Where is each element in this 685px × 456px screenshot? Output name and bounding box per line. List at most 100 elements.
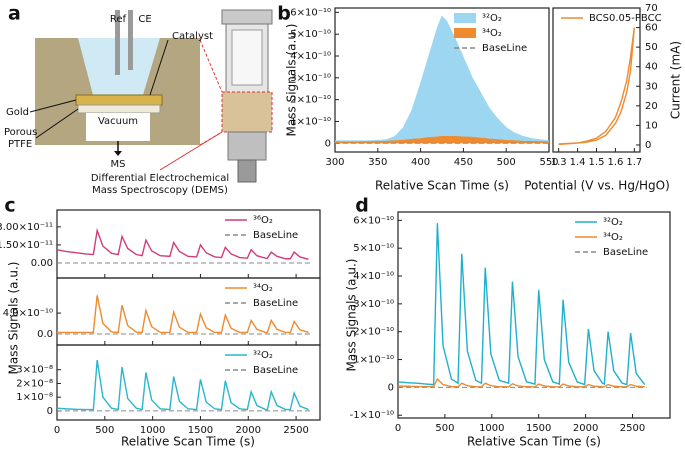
- legend-swatch: [454, 28, 476, 38]
- ref-electrode: [115, 10, 120, 75]
- plot-frame: [56, 209, 321, 279]
- legend-label: BaseLine: [253, 230, 298, 241]
- y-tick-label: 1.50×10⁻¹¹: [0, 240, 53, 251]
- plot-frame: [334, 7, 550, 153]
- x-axis-label: Potential (V vs. Hg/HgO): [524, 179, 670, 193]
- y-tick-label: 0.0: [37, 329, 53, 340]
- caption: Differential Electrochemical: [91, 173, 229, 184]
- instrument: [221, 9, 273, 25]
- y-tick-label: 1×10⁻¹⁰: [353, 355, 394, 366]
- y-axis-label: Mass Signals (a.u.): [7, 262, 21, 375]
- legend-label: BaseLine: [603, 247, 648, 258]
- y-tick-label: 3×10⁻¹⁰: [353, 299, 394, 310]
- x-tick-label: 1.7: [626, 157, 642, 168]
- panel-letter: b: [277, 3, 291, 25]
- y-tick-label: 0.00: [31, 258, 53, 269]
- y-tick-label: -1×10⁻¹⁰: [350, 410, 394, 421]
- y-tick-label: 0: [645, 140, 651, 151]
- x-axis-label: Relative Scan Time (s): [121, 435, 255, 449]
- y-tick-label: 4×10⁻¹⁰: [353, 271, 394, 282]
- plot-frame: [56, 277, 321, 346]
- legend-label: ³⁴O₂: [603, 232, 623, 243]
- series-line: [57, 295, 309, 334]
- legend-label: ³²O₂: [253, 350, 273, 361]
- x-tick-label: 1.4: [570, 157, 586, 168]
- label: MS: [111, 159, 126, 170]
- y-tick-label: 0: [325, 138, 331, 149]
- y-axis-label: Mass Signals (a.u.): [345, 259, 359, 372]
- instrument: [231, 29, 263, 86]
- y-tick-label: 4.0×10⁻¹⁰: [3, 308, 53, 319]
- x-tick-label: 500: [95, 425, 114, 436]
- series-line: [397, 377, 645, 388]
- caption: Mass Spectroscopy (DEMS): [92, 185, 228, 196]
- y-tick-label: 6×10⁻¹⁰: [353, 215, 394, 226]
- x-tick-label: 550: [539, 157, 558, 168]
- y-tick-label: 2×10⁻¹⁰: [290, 95, 331, 106]
- instrument: [227, 131, 267, 161]
- label: Porous: [4, 127, 37, 138]
- panel-letter: c: [4, 195, 15, 217]
- x-tick-label: 400: [411, 157, 430, 168]
- panel-letter: d: [355, 195, 369, 217]
- y-tick-label: 60: [645, 23, 658, 34]
- y-tick-label: 3×10⁻⁸: [16, 365, 53, 376]
- y-axis-label: Current (mA): [669, 41, 683, 119]
- counter-electrode: [128, 10, 133, 70]
- y-tick-label: 30: [645, 81, 658, 92]
- x-tick-label: 1.3: [551, 157, 567, 168]
- x-tick-label: 500: [497, 157, 516, 168]
- y-tick-label: 70: [645, 3, 658, 14]
- instrument: [221, 91, 273, 133]
- area-fill: [335, 16, 549, 144]
- y-tick-label: 50: [645, 42, 658, 53]
- legend-label: ³⁶O₂: [253, 215, 273, 226]
- label: Gold: [6, 107, 29, 118]
- series-line: [56, 360, 309, 411]
- legend-label: BaseLine: [482, 43, 527, 54]
- y-tick-label: 0: [388, 382, 394, 393]
- plot-frame: [397, 211, 671, 419]
- y-tick-label: 2×10⁻⁸: [16, 378, 53, 389]
- series-line: [558, 27, 636, 146]
- y-tick-label: 3.00×10⁻¹¹: [0, 222, 53, 233]
- series-line: [335, 136, 550, 143]
- x-tick-label: 1.6: [607, 157, 623, 168]
- x-tick-label: 2500: [620, 423, 645, 434]
- vacuum-chamber: [86, 113, 150, 141]
- legend-label: ³⁴O₂: [482, 28, 502, 39]
- pointer: [149, 39, 169, 96]
- ptfe-layer: [77, 104, 161, 114]
- legend-label: BCS0.05-PBCC: [589, 13, 662, 24]
- y-tick-label: 5×10⁻¹⁰: [353, 243, 394, 254]
- y-tick-label: 6×10⁻¹⁰: [290, 7, 331, 18]
- y-tick-label: 5×10⁻¹⁰: [290, 29, 331, 40]
- x-tick-label: 450: [454, 157, 473, 168]
- legend-label: ³²O₂: [603, 217, 623, 228]
- x-tick-label: 0: [395, 423, 401, 434]
- x-axis-label: Relative Scan Time (s): [375, 179, 509, 193]
- panel-letter: a: [8, 3, 21, 25]
- y-tick-label: 20: [645, 101, 658, 112]
- x-tick-label: 2500: [283, 425, 308, 436]
- y-tick-label: 4×10⁻¹⁰: [290, 51, 331, 62]
- y-tick-label: 1×10⁻¹⁰: [290, 116, 331, 127]
- legend-swatch: [454, 13, 476, 23]
- series-line: [56, 227, 309, 261]
- y-tick-label: 1×10⁻⁸: [16, 392, 53, 403]
- x-tick-label: 1000: [140, 425, 165, 436]
- x-tick-label: 1000: [479, 423, 504, 434]
- label: PTFE: [8, 139, 32, 150]
- label: CE: [138, 14, 151, 25]
- y-tick-label: 2×10⁻¹⁰: [353, 327, 394, 338]
- x-tick-label: 1500: [526, 423, 551, 434]
- zoom-line: [159, 131, 223, 171]
- x-tick-label: 2000: [236, 425, 261, 436]
- y-tick-label: 40: [645, 62, 658, 73]
- legend-label: BaseLine: [253, 365, 298, 376]
- label: Catalyst: [172, 31, 213, 42]
- legend-label: ³⁴O₂: [253, 283, 273, 294]
- series-line: [335, 15, 550, 142]
- x-tick-label: 350: [368, 157, 387, 168]
